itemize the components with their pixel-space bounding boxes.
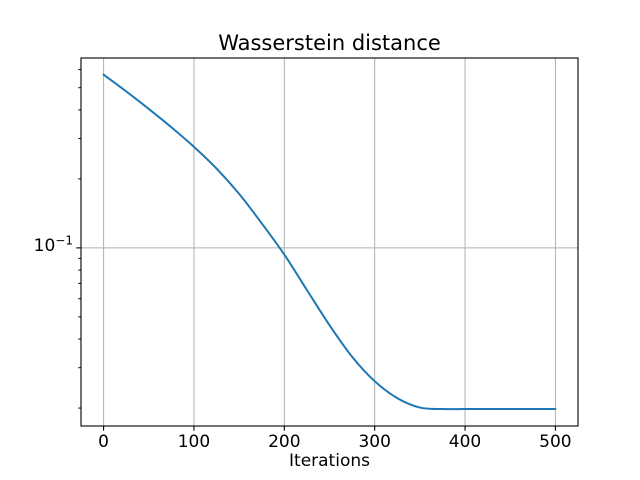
y-tick-base: 10 xyxy=(33,236,56,256)
x-tick-label: 0 xyxy=(98,432,109,452)
x-axis-label: Iterations xyxy=(289,451,370,471)
y-axis-tick-label: 10−1 xyxy=(33,233,73,256)
x-tick-label: 200 xyxy=(268,432,301,452)
x-tick-label: 300 xyxy=(358,432,391,452)
y-tick-exponent: −1 xyxy=(55,233,73,248)
x-tick-label: 400 xyxy=(448,432,482,452)
chart-title: Wasserstein distance xyxy=(218,31,441,55)
axes-spines xyxy=(80,57,579,427)
x-tick-label: 500 xyxy=(539,432,572,452)
data-line-wasserstein-distance xyxy=(102,73,557,411)
x-tick-label: 100 xyxy=(177,432,211,452)
